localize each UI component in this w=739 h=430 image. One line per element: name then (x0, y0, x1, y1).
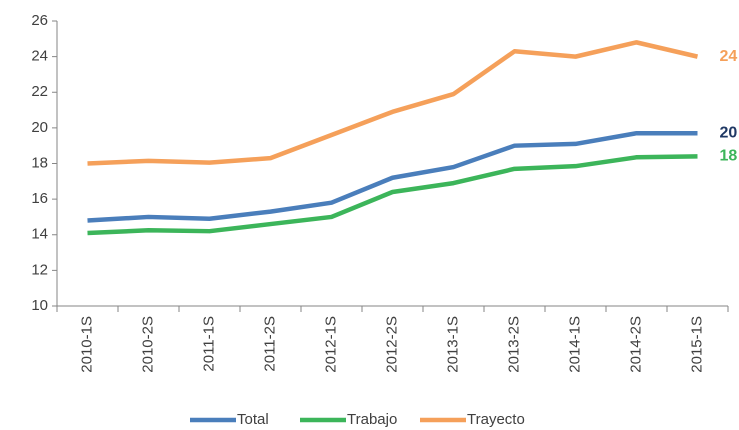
y-tick-label: 22 (31, 83, 48, 100)
x-tick-label: 2013-1S (444, 316, 461, 373)
y-tick-label: 12 (31, 261, 48, 278)
x-tick-label: 2012-2S (383, 316, 400, 373)
series-line (87, 40, 699, 166)
x-tick-label: 2014-1S (566, 316, 583, 373)
value-label: 20 (720, 124, 738, 141)
legend-label: Trayecto (467, 411, 525, 428)
x-tick-label: 2014-2S (627, 316, 644, 373)
y-tick-label: 20 (31, 119, 48, 136)
x-tick-label: 2012-1S (322, 316, 339, 373)
legend-label: Total (237, 411, 269, 428)
x-tick-label: 2011-2S (261, 316, 278, 372)
series-line (87, 130, 698, 223)
y-tick-label: 16 (31, 190, 48, 207)
y-tick-label: 14 (31, 226, 48, 243)
x-tick-label: 2013-2S (505, 316, 522, 373)
x-tick-label: 2010-2S (139, 316, 156, 373)
x-tick-label: 2010-1S (78, 316, 95, 373)
value-label: 24 (720, 48, 738, 65)
value-label: 18 (720, 148, 738, 165)
y-tick-label: 10 (31, 297, 48, 314)
series-line (87, 154, 698, 236)
legend-label: Trabajo (347, 411, 397, 428)
x-tick-label: 2011-1S (200, 316, 217, 372)
y-tick-label: 26 (31, 12, 48, 29)
x-tick-label: 2015-1S (688, 316, 705, 373)
y-tick-label: 24 (31, 48, 48, 65)
y-tick-label: 18 (31, 154, 48, 171)
